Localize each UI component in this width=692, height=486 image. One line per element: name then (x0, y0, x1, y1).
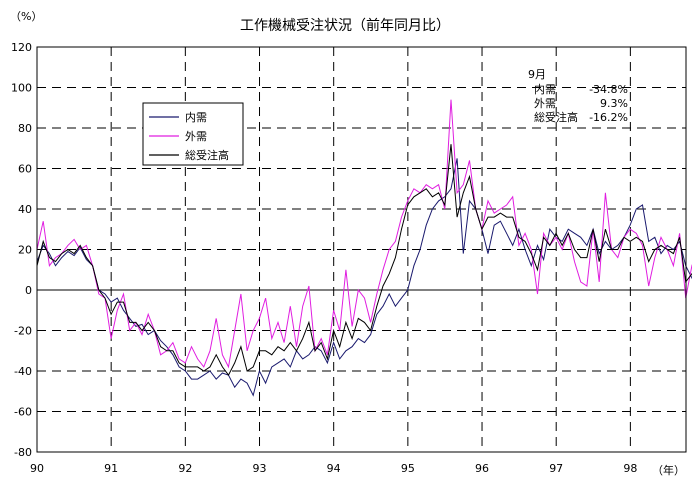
y-tick-label: -60 (14, 406, 32, 419)
series-line-foreign (36, 99, 692, 369)
y-tick-label: 120 (11, 41, 32, 54)
annotation-month: 9月 (528, 68, 546, 81)
series-line-domestic (36, 158, 692, 397)
x-tick-label: 90 (30, 462, 44, 475)
y-axis-unit: （%） (10, 10, 42, 23)
x-tick-label: 92 (178, 462, 192, 475)
x-tick-label: 94 (327, 462, 341, 475)
annotation-value: -34.8% (589, 83, 628, 96)
annotation-label: 総受注高 (534, 110, 578, 124)
series-lines (36, 99, 692, 397)
series-line-total (36, 144, 692, 377)
legend-label-domestic: 内需 (185, 110, 207, 124)
y-tick-label: 60 (18, 163, 32, 176)
tick-labels: -80 -60 -40 -20 0 20 40 60 80 100 120 90 91 92 93 94 95 9… (11, 41, 637, 475)
y-tick-label: 80 (18, 122, 32, 135)
y-tick-label: -20 (14, 325, 32, 338)
y-tick-label: 0 (25, 284, 32, 297)
chart-title: 工作機械受注状況（前年同月比） (240, 17, 450, 34)
x-tick-label: 93 (253, 462, 267, 475)
legend-label-total: 総受注高 (185, 148, 229, 162)
x-tick-label: 91 (104, 462, 118, 475)
y-tick-label: -40 (14, 365, 32, 378)
y-tick-label: 100 (11, 82, 32, 95)
x-tick-label: 98 (623, 462, 637, 475)
annotation-label: 外需 (534, 97, 556, 110)
y-tick-label: -80 (14, 446, 32, 459)
x-tick-label: 95 (401, 462, 415, 475)
x-tick-label: 97 (549, 462, 563, 475)
annotation-value: -16.2% (589, 111, 628, 124)
annotation-label: 内需 (534, 82, 556, 96)
y-tick-label: 20 (18, 244, 32, 257)
legend-label-foreign: 外需 (185, 130, 207, 143)
y-tick-label: 40 (18, 203, 32, 216)
annotation-value: 9.3% (600, 97, 628, 110)
plot-frame (36, 46, 687, 453)
x-axis-unit: （年） (652, 463, 685, 477)
x-tick-label: 96 (475, 462, 489, 475)
